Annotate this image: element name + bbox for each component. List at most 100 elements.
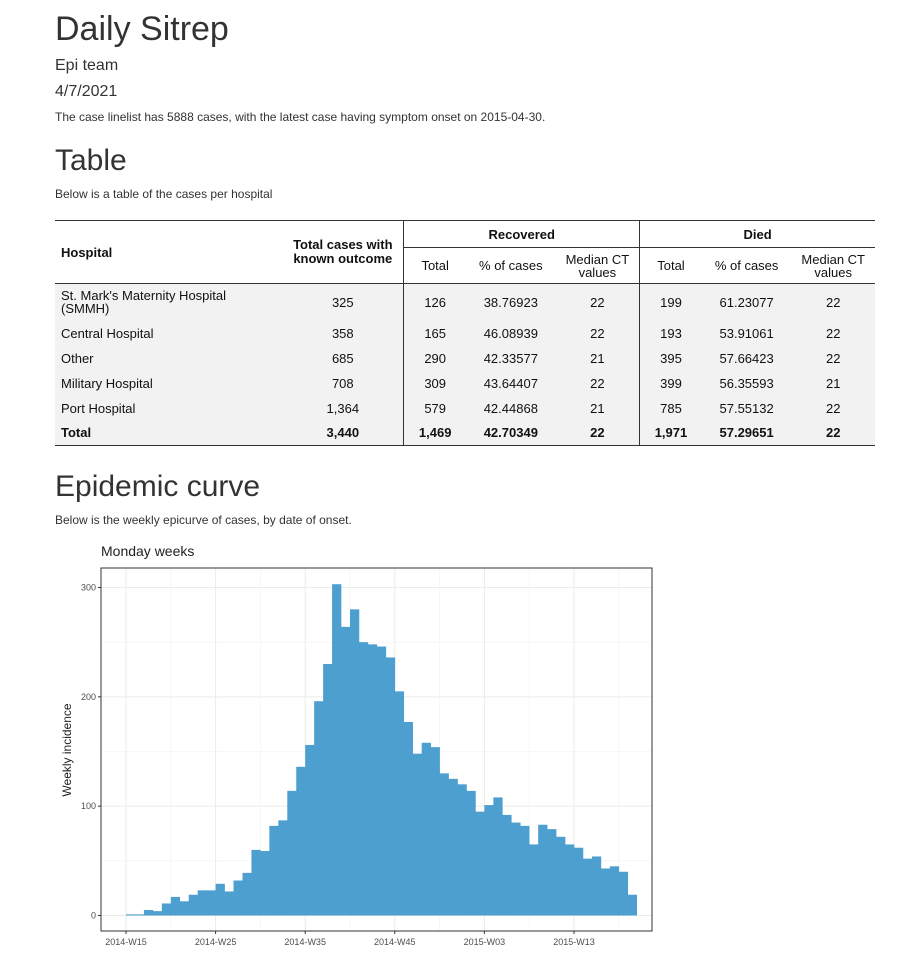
bar bbox=[439, 773, 449, 916]
epicurve-chart: 0 100 200 300 2014-W15 2014-W25 2014-W35 2014-W… bbox=[60, 567, 653, 947]
bar bbox=[385, 657, 396, 916]
col-rec-total: Total bbox=[403, 247, 467, 284]
bar bbox=[314, 701, 324, 916]
bar bbox=[143, 910, 154, 916]
table-total-row: Total 3,440 1,469 42.70349 22 1,971 57.2… bbox=[55, 420, 875, 446]
epicurve-intro: Below is the weekly epicurve of cases, b… bbox=[55, 513, 352, 527]
y-tick-label: 300 bbox=[81, 583, 96, 593]
bar bbox=[403, 721, 414, 916]
bar bbox=[170, 896, 181, 916]
bar bbox=[179, 901, 190, 916]
x-tick-label: 2014-W45 bbox=[374, 937, 416, 947]
cell-died-pct: 53.91061 bbox=[701, 320, 792, 346]
cell-rec-ct: 22 bbox=[555, 283, 640, 321]
col-died-total: Total bbox=[639, 247, 702, 284]
bar bbox=[376, 646, 387, 916]
bar bbox=[152, 911, 163, 916]
y-axis-label: Weekly incidence bbox=[60, 703, 74, 796]
bar bbox=[556, 836, 566, 916]
table-row: Military Hospital 708 309 43.64407 22 39… bbox=[55, 370, 875, 396]
y-tick-label: 200 bbox=[81, 692, 96, 702]
bar bbox=[430, 747, 440, 916]
cell-hospital: Central Hospital bbox=[55, 320, 283, 346]
table-row: Other 685 290 42.33577 21 395 57.66423 2… bbox=[55, 345, 875, 371]
table-intro: Below is a table of the cases per hospit… bbox=[55, 187, 273, 201]
plot-border bbox=[100, 567, 653, 932]
bar bbox=[394, 691, 405, 916]
bar bbox=[574, 847, 584, 916]
bar bbox=[242, 872, 252, 916]
col-rec-pct: % of cases bbox=[466, 247, 556, 284]
bar bbox=[627, 894, 638, 916]
cell-died-total: 785 bbox=[639, 395, 702, 421]
cell-rec-total: 579 bbox=[403, 395, 467, 421]
cell-total-known: 325 bbox=[282, 283, 404, 321]
cell-total-known: 685 bbox=[282, 345, 404, 371]
col-total-known: Total cases with known outcome bbox=[282, 220, 404, 284]
bar bbox=[260, 850, 270, 916]
col-died-ct: Median CT values bbox=[791, 247, 875, 284]
bar bbox=[591, 856, 602, 916]
cell-died-pct: 56.35593 bbox=[701, 370, 792, 396]
bar bbox=[493, 797, 503, 916]
cell-died-total: 193 bbox=[639, 320, 702, 346]
cell-total-known: 1,364 bbox=[282, 395, 404, 421]
y-tick-label: 0 bbox=[91, 911, 96, 921]
cell-died-pct: 57.66423 bbox=[701, 345, 792, 371]
x-tick-label: 2015-W03 bbox=[464, 937, 506, 947]
cell-hospital: Port Hospital bbox=[55, 395, 283, 421]
x-tick-label: 2014-W15 bbox=[105, 937, 147, 947]
cell-rec-pct: 43.64407 bbox=[466, 370, 556, 396]
y-tick-label: 100 bbox=[81, 801, 96, 811]
summary-paragraph: The case linelist has 5888 cases, with t… bbox=[55, 110, 546, 124]
chart-title: Monday weeks bbox=[101, 543, 195, 559]
cell-rec-total: 165 bbox=[403, 320, 467, 346]
cell-died-pct: 57.55132 bbox=[701, 395, 792, 421]
bar bbox=[565, 844, 575, 916]
cell-rec-ct: 22 bbox=[555, 370, 640, 396]
bar bbox=[484, 805, 494, 916]
bar bbox=[233, 880, 243, 916]
bar bbox=[134, 914, 145, 916]
cell-died-ct: 22 bbox=[791, 283, 875, 321]
col-group-recovered: Recovered bbox=[403, 220, 640, 248]
cell-hospital: Total bbox=[55, 420, 283, 446]
cell-rec-pct: 42.44868 bbox=[466, 395, 556, 421]
bar bbox=[547, 829, 557, 916]
x-tick-label: 2015-W13 bbox=[553, 937, 595, 947]
bar bbox=[323, 664, 333, 916]
cell-total-known: 358 bbox=[282, 320, 404, 346]
cell-died-ct: 22 bbox=[791, 345, 875, 371]
bar bbox=[412, 753, 422, 916]
report-date: 4/7/2021 bbox=[55, 83, 118, 100]
bar bbox=[520, 825, 530, 916]
cell-died-pct: 61.23077 bbox=[701, 283, 792, 321]
cell-died-total: 395 bbox=[639, 345, 702, 371]
bar bbox=[269, 825, 279, 916]
cell-rec-total: 309 bbox=[403, 370, 467, 396]
bar bbox=[502, 814, 512, 916]
x-tick-label: 2014-W25 bbox=[195, 937, 237, 947]
hospital-outcome-table: Hospital Total cases with known outcome … bbox=[55, 220, 875, 446]
bar bbox=[466, 790, 476, 916]
report-author: Epi team bbox=[55, 57, 119, 74]
bar bbox=[618, 871, 629, 916]
col-hospital: Hospital bbox=[55, 220, 283, 284]
cell-rec-pct: 42.33577 bbox=[466, 345, 556, 371]
bar bbox=[358, 642, 369, 916]
table-row: Central Hospital 358 165 46.08939 22 193… bbox=[55, 320, 875, 346]
cell-died-total: 1,971 bbox=[639, 420, 702, 446]
cell-rec-pct: 46.08939 bbox=[466, 320, 556, 346]
bar bbox=[305, 744, 315, 916]
bar bbox=[161, 903, 172, 916]
table-row: Port Hospital 1,364 579 42.44868 21 785 … bbox=[55, 395, 875, 421]
bar bbox=[600, 868, 611, 916]
bar bbox=[350, 609, 360, 916]
bar bbox=[367, 644, 378, 916]
cell-rec-ct: 21 bbox=[555, 395, 640, 421]
bar bbox=[287, 790, 297, 916]
col-died-pct: % of cases bbox=[701, 247, 792, 284]
cell-rec-total: 1,469 bbox=[403, 420, 467, 446]
cell-rec-pct: 38.76923 bbox=[466, 283, 556, 321]
bar bbox=[224, 891, 234, 916]
